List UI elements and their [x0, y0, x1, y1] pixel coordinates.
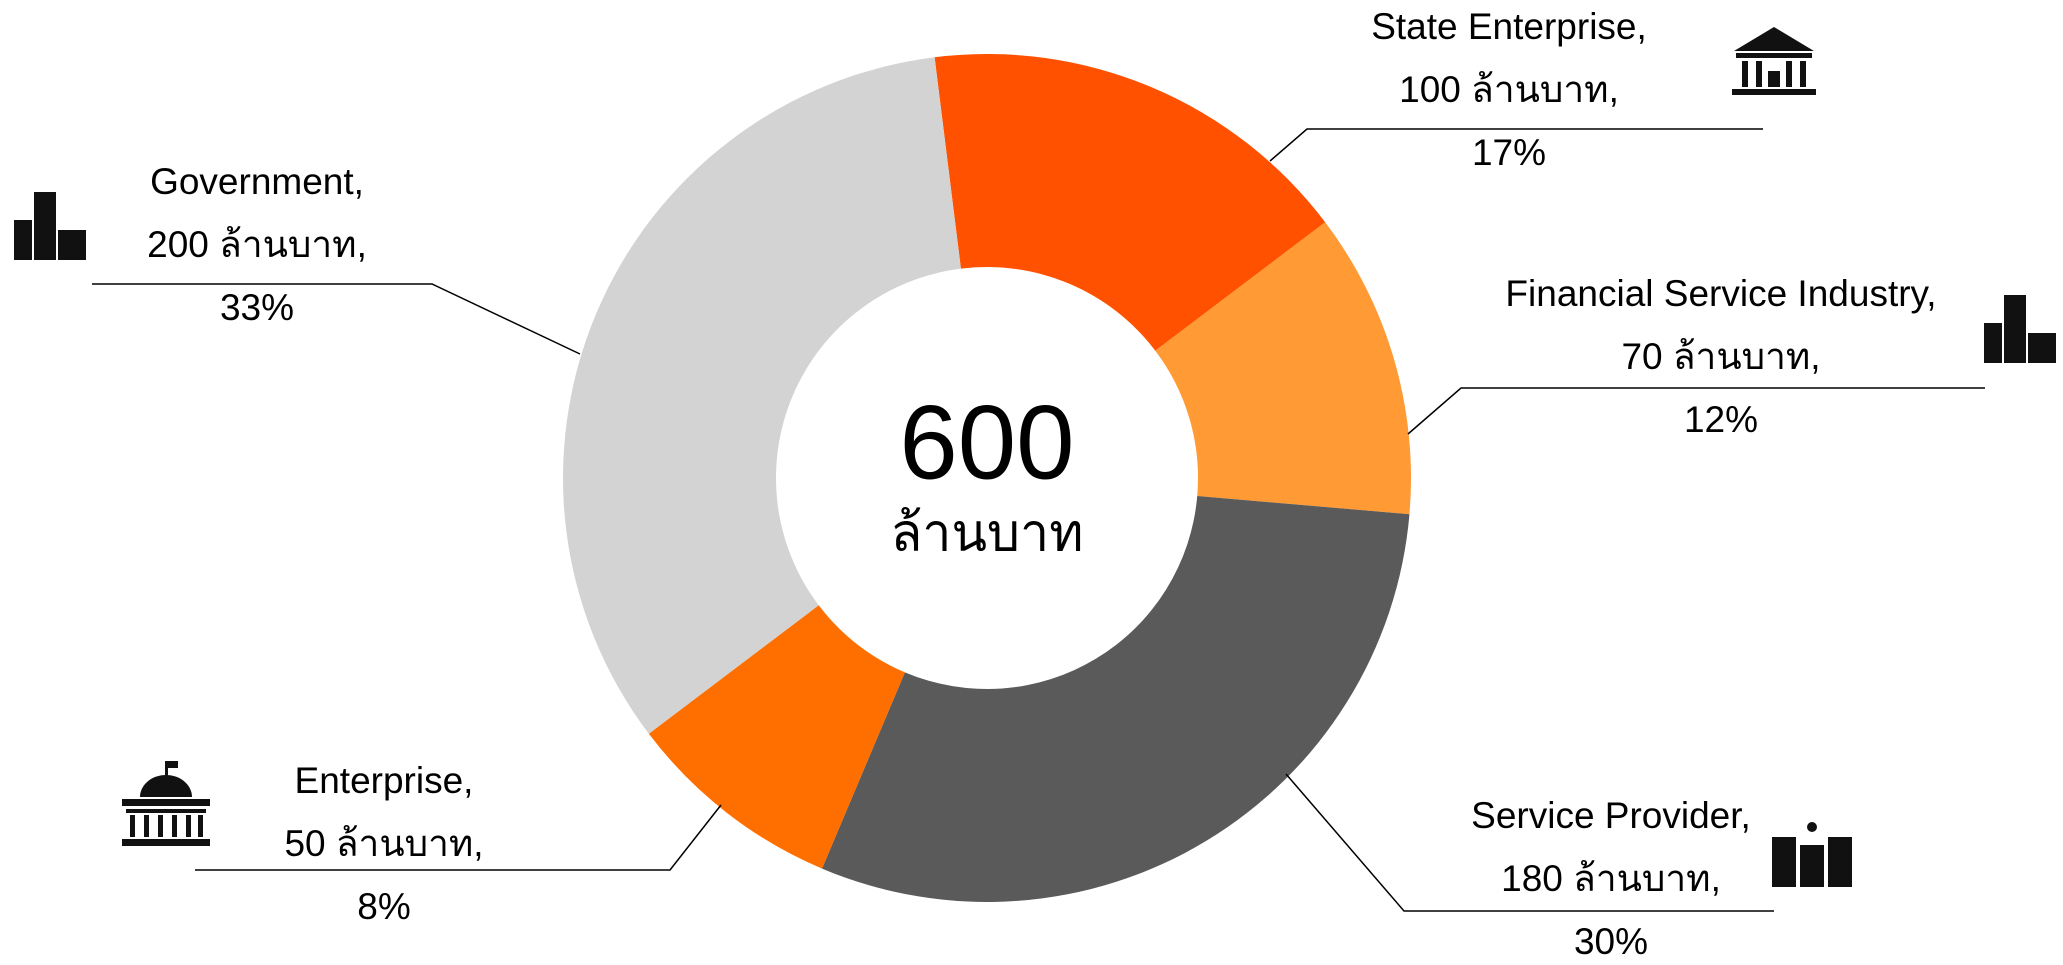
office-icon	[14, 192, 86, 260]
building-icon	[1984, 295, 2056, 363]
icons	[14, 27, 2056, 887]
category-label: State Enterprise,	[1371, 6, 1647, 47]
value-label: 200 ล้านบาท,	[147, 224, 367, 265]
donut-slice	[822, 496, 1410, 902]
donut-slice	[648, 605, 905, 869]
center-value: 600	[899, 385, 1074, 502]
leader-line	[1285, 773, 1774, 912]
value-label: 50 ล้านบาท,	[284, 823, 483, 864]
value-label: 70 ล้านบาท,	[1621, 336, 1820, 377]
leader-lines	[92, 128, 1985, 912]
category-label: Financial Service Industry,	[1505, 273, 1936, 314]
percent-label: 12%	[1684, 399, 1758, 440]
donut-slice	[934, 53, 1326, 351]
leader-line	[1269, 128, 1763, 162]
government-building-icon	[122, 761, 210, 846]
donut-slice	[1155, 222, 1411, 515]
percent-label: 17%	[1472, 132, 1546, 173]
percent-label: 8%	[357, 886, 410, 927]
value-label: 100 ล้านบาท,	[1399, 69, 1619, 110]
bank-icon	[1732, 27, 1816, 95]
donut-slice	[563, 57, 961, 734]
leader-line	[92, 283, 581, 355]
category-label: Enterprise,	[295, 760, 474, 801]
percent-label: 30%	[1574, 921, 1648, 962]
category-label: Service Provider,	[1471, 795, 1751, 836]
category-label: Government,	[150, 161, 364, 202]
percent-label: 33%	[220, 287, 294, 328]
leader-line	[195, 804, 722, 871]
center-label: ล้านบาท	[890, 505, 1083, 563]
leader-line	[1407, 387, 1985, 435]
value-label: 180 ล้านบาท,	[1501, 858, 1721, 899]
server-icon	[1772, 822, 1852, 887]
